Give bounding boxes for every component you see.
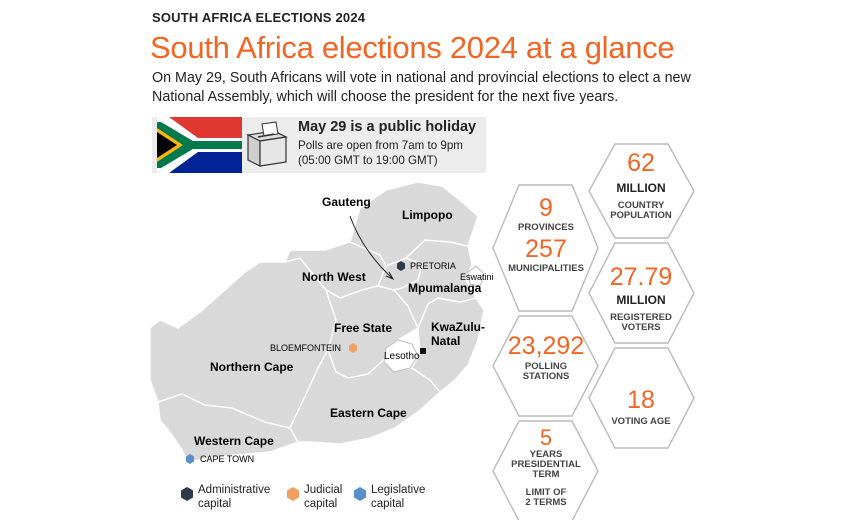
legend-administrative-2: capital (198, 498, 232, 510)
stat-term-limit-1: LIMIT OF (526, 487, 567, 498)
poll-hours: Polls are open from 7am to 9pm (298, 139, 463, 152)
stat-population-label-2: POPULATION (610, 210, 672, 221)
legend-administrative-1: Administrative (198, 484, 271, 496)
label-north-west: North West (302, 270, 366, 284)
south-africa-map: Gauteng Limpopo North West Mpumalanga Fr… (150, 181, 494, 464)
stat-registered-label-1: REGISTERED (610, 312, 672, 323)
administrative-capital-icon (181, 487, 193, 501)
stat-voting-age-label: VOTING AGE (611, 416, 670, 427)
stat-population-unit: MILLION (616, 181, 665, 195)
south-africa-flag-icon (157, 117, 242, 173)
lesotho-region (383, 339, 419, 373)
legislative-capital-icon (354, 487, 366, 501)
label-limpopo: Limpopo (402, 208, 453, 222)
hex-term (492, 420, 599, 520)
stat-term-label-1: YEARS (530, 449, 563, 460)
label-pretoria: PRETORIA (410, 261, 456, 271)
ballot-box-icon (246, 121, 288, 167)
stat-term-label-2: PRESIDENTIAL (511, 459, 581, 470)
label-bloemfontein: BLOEMFONTEIN (270, 343, 341, 353)
stat-provinces-value: 9 (539, 194, 553, 222)
label-kzn-1: KwaZulu- (431, 320, 485, 334)
label-eswatini: Eswatini (460, 272, 494, 282)
label-eastern-cape: Eastern Cape (330, 406, 407, 420)
stats-hexagons: 62 MILLION COUNTRY POPULATION 9 PROVINCE… (492, 143, 695, 520)
hex-population (588, 143, 695, 239)
stat-polling-label-2: STATIONS (523, 371, 570, 382)
stat-registered-label-2: VOTERS (621, 322, 660, 333)
stat-registered-unit: MILLION (616, 293, 665, 307)
cape-town-marker-icon (186, 454, 194, 464)
hex-registered (588, 242, 695, 344)
legend-legislative-2: capital (371, 498, 405, 510)
judicial-capital-icon (287, 487, 299, 501)
label-cape-town: CAPE TOWN (200, 454, 254, 464)
label-western-cape: Western Cape (194, 434, 274, 448)
limpopo-region (349, 181, 479, 267)
holiday-title: May 29 is a public holiday (298, 119, 477, 135)
page-title: South Africa elections 2024 at a glance (150, 30, 675, 65)
legend-judicial-1: Judicial (304, 484, 343, 496)
subtitle: On May 29, South Africans will vote in n… (152, 70, 691, 105)
hex-polling (492, 315, 599, 417)
label-kzn-2: Natal (431, 334, 460, 348)
stat-municipalities-value: 257 (525, 235, 567, 263)
hex-voting-age (588, 347, 695, 449)
stat-term-value: 5 (540, 425, 552, 450)
legend-legislative-1: Legislative (371, 484, 426, 496)
stat-population-label-1: COUNTRY (618, 200, 665, 211)
stat-municipalities-label: MUNICIPALITIES (508, 263, 584, 274)
label-free-state: Free State (334, 321, 392, 335)
label-gauteng: Gauteng (322, 195, 371, 209)
stat-provinces-label: PROVINCES (518, 222, 574, 233)
legend-judicial-2: capital (304, 498, 338, 510)
stat-polling-value: 23,292 (508, 332, 584, 360)
stat-population-value: 62 (627, 149, 655, 177)
stat-term-label-3: TERM (533, 469, 560, 480)
gauteng-pointer (349, 215, 393, 279)
poll-hours-gmt: (05:00 GMT to 19:00 GMT) (298, 154, 438, 167)
pretoria-marker-icon (397, 261, 405, 271)
label-northern-cape: Northern Cape (210, 360, 294, 374)
bloemfontein-marker-icon (349, 343, 357, 353)
lesotho-marker-icon (420, 348, 426, 354)
label-lesotho: Lesotho (384, 351, 420, 362)
kicker: SOUTH AFRICA ELECTIONS 2024 (152, 10, 366, 25)
stat-registered-value: 27.79 (610, 263, 673, 291)
stat-term-limit-2: 2 TERMS (525, 497, 566, 508)
hex-provinces (492, 184, 599, 312)
stat-voting-age-value: 18 (627, 386, 655, 414)
label-mpumalanga: Mpumalanga (408, 281, 482, 295)
eswatini-region (467, 265, 485, 287)
stat-polling-label-1: POLLING (525, 361, 567, 372)
